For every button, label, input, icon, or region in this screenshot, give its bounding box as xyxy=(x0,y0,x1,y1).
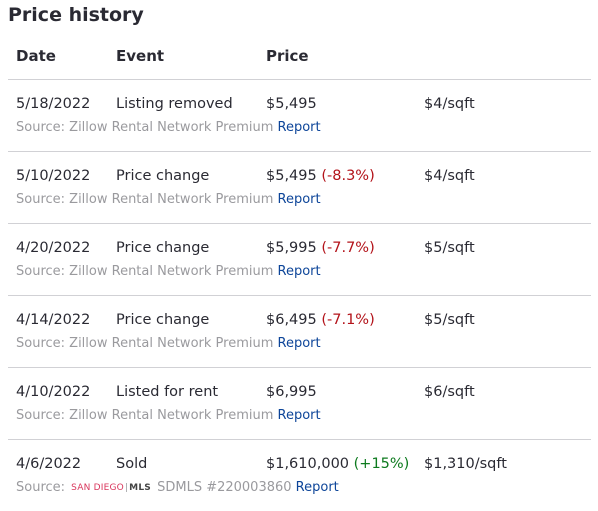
price-change: (-7.1%) xyxy=(321,312,375,328)
table-header: Date Event Price xyxy=(8,38,591,80)
price-history-table: Date Event Price 5/18/2022 Listing remov… xyxy=(8,38,591,511)
column-header-date: Date xyxy=(16,47,56,65)
table-row: 5/18/2022 Listing removed $5,495 $4/sqft… xyxy=(8,80,591,152)
row-source: Source: Zillow Rental Network Premium Re… xyxy=(16,120,321,135)
price-value: $5,995 xyxy=(266,240,317,256)
table-row: 4/6/2022 Sold $1,610,000 (+15%) $1,310/s… xyxy=(8,440,591,511)
row-price-per-sqft: $4/sqft xyxy=(424,96,475,112)
source-text: Source: Zillow Rental Network Premium xyxy=(16,264,274,279)
source-text: Source: xyxy=(16,480,66,495)
table-row: 5/10/2022 Price change $5,495 (-8.3%) $4… xyxy=(8,152,591,224)
report-link[interactable]: Report xyxy=(277,192,321,207)
row-source: Source: Zillow Rental Network Premium Re… xyxy=(16,336,321,351)
row-source: Source: Zillow Rental Network Premium Re… xyxy=(16,408,321,423)
row-date: 4/10/2022 xyxy=(16,384,91,400)
price-value: $5,495 xyxy=(266,168,317,184)
row-date: 4/20/2022 xyxy=(16,240,91,256)
source-text: Source: Zillow Rental Network Premium xyxy=(16,192,274,207)
price-change: (-8.3%) xyxy=(321,168,375,184)
row-event: Listed for rent xyxy=(116,384,219,400)
row-date: 4/14/2022 xyxy=(16,312,91,328)
table-row: 4/20/2022 Price change $5,995 (-7.7%) $5… xyxy=(8,224,591,296)
row-date: 5/10/2022 xyxy=(16,168,91,184)
row-price: $6,495 (-7.1%) xyxy=(266,312,375,328)
column-header-price: Price xyxy=(266,47,309,65)
san-diego-mls-logo: SAN DIEGO|MLS xyxy=(71,483,151,493)
column-header-event: Event xyxy=(116,47,165,65)
price-value: $5,495 xyxy=(266,96,317,112)
source-text: Source: Zillow Rental Network Premium xyxy=(16,120,274,135)
report-link[interactable]: Report xyxy=(295,480,339,495)
price-change: (-7.7%) xyxy=(321,240,375,256)
source-text: Source: Zillow Rental Network Premium xyxy=(16,408,274,423)
source-id: SDMLS #220003860 xyxy=(157,480,292,495)
row-source: Source: Zillow Rental Network Premium Re… xyxy=(16,192,321,207)
row-event: Listing removed xyxy=(116,96,233,112)
row-event: Price change xyxy=(116,312,210,328)
row-price-per-sqft: $4/sqft xyxy=(424,168,475,184)
row-event: Sold xyxy=(116,456,148,472)
report-link[interactable]: Report xyxy=(277,408,321,423)
price-value: $6,995 xyxy=(266,384,317,400)
row-price-per-sqft: $5/sqft xyxy=(424,240,475,256)
row-price-per-sqft: $6/sqft xyxy=(424,384,475,400)
logo-divider: | xyxy=(124,483,129,493)
row-price: $1,610,000 (+15%) xyxy=(266,456,409,472)
row-price: $5,495 (-8.3%) xyxy=(266,168,375,184)
section-title: Price history xyxy=(8,4,144,26)
row-event: Price change xyxy=(116,240,210,256)
price-change: (+15%) xyxy=(353,456,410,472)
row-date: 5/18/2022 xyxy=(16,96,91,112)
row-price: $5,495 xyxy=(266,96,317,112)
row-price-per-sqft: $5/sqft xyxy=(424,312,475,328)
table-row: 4/14/2022 Price change $6,495 (-7.1%) $5… xyxy=(8,296,591,368)
row-event: Price change xyxy=(116,168,210,184)
report-link[interactable]: Report xyxy=(277,264,321,279)
row-price: $5,995 (-7.7%) xyxy=(266,240,375,256)
logo-san-diego: SAN DIEGO xyxy=(71,483,124,493)
report-link[interactable]: Report xyxy=(277,120,321,135)
row-source: Source: Zillow Rental Network Premium Re… xyxy=(16,264,321,279)
source-text: Source: Zillow Rental Network Premium xyxy=(16,336,274,351)
logo-mls: MLS xyxy=(129,483,151,493)
table-row: 4/10/2022 Listed for rent $6,995 $6/sqft… xyxy=(8,368,591,440)
price-value: $6,495 xyxy=(266,312,317,328)
row-date: 4/6/2022 xyxy=(16,456,82,472)
report-link[interactable]: Report xyxy=(277,336,321,351)
row-source: Source: SAN DIEGO|MLS SDMLS #220003860 R… xyxy=(16,480,339,495)
row-price: $6,995 xyxy=(266,384,317,400)
price-value: $1,610,000 xyxy=(266,456,350,472)
row-price-per-sqft: $1,310/sqft xyxy=(424,456,507,472)
